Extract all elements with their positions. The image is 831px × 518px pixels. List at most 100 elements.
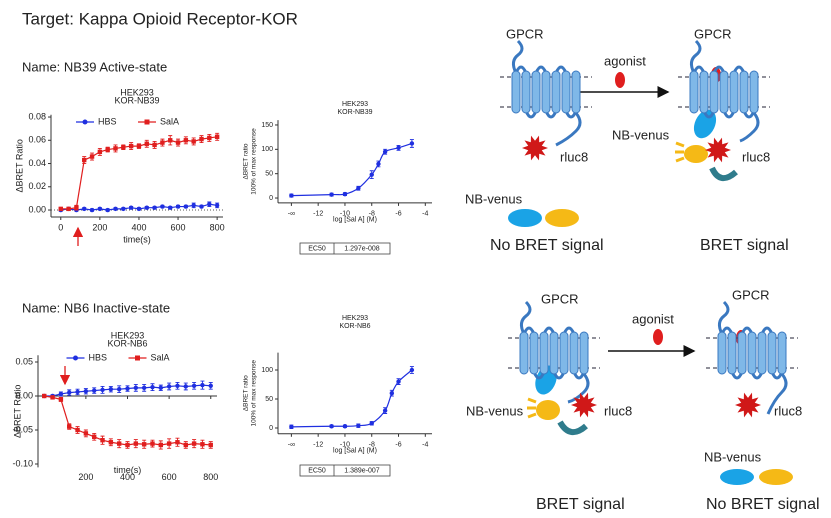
rluc8	[735, 392, 761, 418]
y-tick-label: 100	[261, 146, 273, 153]
helix	[757, 331, 767, 375]
point	[369, 172, 374, 177]
n-term	[519, 300, 532, 335]
y-tick-label: 0.00	[15, 390, 33, 400]
point	[100, 387, 105, 393]
point	[91, 434, 97, 439]
point	[289, 193, 294, 198]
point	[152, 205, 157, 210]
x-tick-label: 200	[92, 222, 107, 232]
point	[199, 204, 204, 209]
point	[82, 206, 87, 212]
point	[42, 393, 47, 399]
helix	[709, 70, 719, 114]
label: GPCR	[732, 287, 770, 302]
x-tick-label: 800	[203, 472, 218, 482]
point	[108, 440, 114, 445]
legend-label: SalA	[160, 116, 179, 126]
point	[356, 423, 361, 428]
point	[166, 384, 172, 389]
y-axis-label: ΔBRET ratio	[243, 143, 250, 179]
point	[191, 139, 196, 144]
point	[113, 146, 118, 151]
series-line	[291, 369, 413, 428]
point	[128, 143, 134, 149]
rluc8	[522, 135, 548, 161]
point	[67, 390, 72, 395]
nb	[508, 209, 542, 227]
helix	[541, 70, 551, 114]
point	[75, 389, 80, 395]
point	[116, 387, 122, 392]
helix	[717, 331, 727, 375]
y-tick-label: 0.04	[28, 158, 46, 168]
x-axis-label: time(s)	[123, 234, 151, 244]
point	[91, 388, 97, 393]
y-axis-label: ΔBRET Ratio	[12, 385, 22, 438]
c-term	[739, 112, 760, 143]
point	[207, 202, 212, 207]
point	[100, 438, 105, 443]
label: NB-venus	[466, 403, 524, 418]
legend-label: HBS	[89, 352, 108, 362]
y-tick-label: 0.00	[28, 204, 46, 214]
helix	[559, 331, 569, 375]
label: NB-venus	[704, 449, 762, 464]
point	[191, 383, 197, 388]
label: NB-venus	[465, 191, 523, 206]
legend-label: HBS	[98, 116, 117, 126]
point	[67, 424, 72, 429]
point	[160, 140, 165, 145]
point	[150, 384, 155, 390]
point	[199, 136, 204, 142]
point	[66, 206, 71, 212]
point	[141, 385, 147, 391]
legend-marker	[135, 355, 140, 361]
chart-title: HEK293	[120, 87, 154, 97]
point	[200, 382, 205, 388]
nb	[720, 469, 754, 485]
helix	[539, 331, 549, 375]
x-tick-label: -∞	[288, 442, 295, 449]
helix	[551, 70, 561, 114]
ec50-value: 1.389e-007	[344, 467, 380, 474]
point	[58, 391, 64, 397]
point	[116, 441, 122, 446]
point	[183, 204, 189, 209]
y-tick-label: 0.06	[28, 135, 46, 145]
y-tick-label: 0.05	[15, 356, 33, 366]
y-axis-label: ΔBRET Ratio	[14, 139, 24, 192]
x-tick-label: -∞	[288, 211, 295, 218]
point	[97, 149, 103, 155]
point	[133, 385, 139, 391]
point	[396, 379, 401, 384]
point	[183, 384, 188, 389]
point	[133, 441, 139, 446]
legend-marker	[144, 119, 150, 125]
label: rluc8	[742, 149, 770, 164]
series-line	[291, 142, 413, 197]
emission	[675, 141, 685, 163]
point	[136, 143, 142, 149]
helix	[747, 331, 757, 375]
legend-marker	[73, 355, 78, 361]
point	[175, 440, 180, 445]
agonist	[653, 329, 663, 345]
helix	[739, 70, 749, 114]
y-tick-label: -0.05	[12, 424, 33, 434]
ec50-value: 1.297e-008	[344, 245, 380, 252]
x-axis-label: time(s)	[114, 465, 142, 475]
point	[141, 442, 147, 447]
point	[152, 142, 157, 148]
x-tick-label: 0	[58, 222, 63, 232]
point	[214, 203, 220, 208]
section-name: Name: NB39 Active-state	[22, 59, 167, 74]
point	[168, 138, 173, 143]
point	[175, 140, 181, 145]
x-tick-label: 400	[120, 472, 135, 482]
point	[183, 138, 189, 143]
helix	[511, 70, 521, 114]
helix	[749, 70, 759, 114]
